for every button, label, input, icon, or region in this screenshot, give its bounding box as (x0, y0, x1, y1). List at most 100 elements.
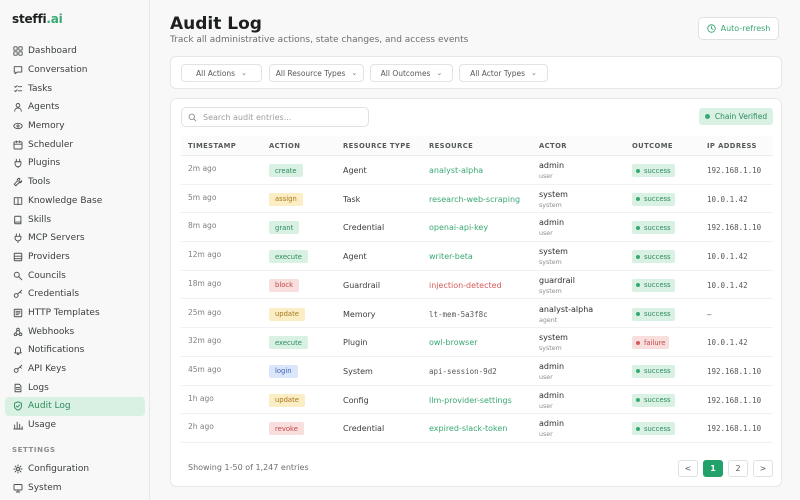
table-row[interactable]: 18m ago block Guardrail injection-detected g… (181, 271, 773, 300)
action-filter-select[interactable]: All Actions ⌄ (181, 64, 262, 82)
logs-icon (12, 382, 23, 393)
actor-type-filter-select[interactable]: All Actor Types ⌄ (459, 64, 548, 82)
chain-verified-badge: Chain Verified (699, 108, 773, 125)
timestamp-cell: 25m ago (188, 307, 222, 317)
sidebar-item-label: Logs (28, 382, 49, 393)
skills-icon (12, 214, 23, 225)
action-filter-label: All Actions (196, 68, 236, 78)
sidebar-item-conversation[interactable]: Conversation (5, 61, 145, 80)
sidebar-item-scheduler[interactable]: Scheduler (5, 135, 145, 154)
table-row[interactable]: 2h ago revoke Credential expired-slack-toke… (181, 414, 773, 443)
ip-address-cell: 192.168.1.10 (707, 223, 762, 233)
sidebar-item-label: Credentials (28, 289, 80, 300)
table-row[interactable]: 32m ago execute Plugin owl-browser system sys… (181, 328, 773, 357)
search-input[interactable] (203, 112, 363, 122)
sidebar-item-skills[interactable]: Skills (5, 210, 145, 229)
ip-address-cell: 192.168.1.10 (707, 166, 762, 175)
status-dot-icon (636, 225, 640, 230)
outcome-label: success (644, 367, 671, 376)
outcome-badge: success (632, 164, 675, 177)
monitor-icon (12, 483, 23, 494)
sidebar-item-label: Tools (28, 177, 51, 188)
outcome-badge: success (632, 192, 675, 206)
sidebar-item-knowledge-base[interactable]: Knowledge Base (5, 192, 145, 211)
scheduler-icon (12, 139, 23, 150)
resource-link[interactable]: openai-api-key (429, 223, 489, 233)
table-row[interactable]: 12m ago execute Agent writer-beta system syst… (181, 242, 773, 271)
next-page-button[interactable]: > (753, 460, 773, 477)
page-2-button[interactable]: 2 (728, 460, 748, 477)
sidebar-item-agents[interactable]: Agents (5, 98, 145, 117)
sidebar-item-notifications[interactable]: Notifications (5, 341, 145, 360)
col-header-timestamp[interactable]: TIMESTAMP (188, 142, 237, 150)
col-header-actor[interactable]: ACTOR (539, 142, 567, 150)
table-row[interactable]: 45m ago login System api-session-9d2 admin us… (181, 357, 773, 386)
sidebar-item-tasks[interactable]: Tasks (5, 79, 145, 98)
actor-type: user (539, 373, 553, 381)
resource-type-filter-select[interactable]: All Resource Types ⌄ (269, 64, 364, 82)
col-header-ip-address[interactable]: IP ADDRESS (707, 142, 757, 150)
table-row[interactable]: 25m ago update Memory lt-mem-5a3f8c analyst-… (181, 300, 773, 329)
tools-icon (12, 177, 23, 188)
actor-type: system (539, 259, 562, 267)
table-row[interactable]: 2m ago create Agent analyst-alpha admin user s… (181, 156, 773, 185)
resource-type-cell: System (343, 366, 373, 376)
actor-name: admin (539, 161, 565, 170)
search-box[interactable] (181, 107, 369, 127)
brand-logo[interactable]: steffi.ai (12, 12, 63, 26)
settings-item-configuration[interactable]: Configuration (5, 460, 145, 479)
ip-address-cell: 192.168.1.10 (707, 366, 762, 376)
resource-link[interactable]: analyst-alpha (429, 166, 484, 175)
sidebar-item-http-templates[interactable]: HTTP Templates (5, 304, 145, 323)
settings-section-label: SETTINGS (12, 446, 56, 454)
resource-type-filter-label: All Resource Types (275, 68, 346, 78)
table-row[interactable]: 1h ago update Config llm-provider-settings a… (181, 386, 773, 415)
resource-link[interactable]: injection-detected (429, 280, 502, 290)
sidebar-item-plugins[interactable]: Plugins (5, 154, 145, 173)
sidebar-item-label: HTTP Templates (28, 307, 100, 318)
outcome-filter-label: All Outcomes (380, 68, 431, 78)
outcome-filter-select[interactable]: All Outcomes ⌄ (370, 64, 453, 82)
memory-icon (12, 121, 23, 132)
prev-page-button[interactable]: < (678, 460, 698, 477)
col-header-outcome[interactable]: OUTCOME (632, 142, 673, 150)
resource-link[interactable]: llm-provider-settings (429, 395, 512, 405)
sidebar-item-audit-log[interactable]: Audit Log (5, 397, 145, 416)
resource-type-cell: Memory (343, 309, 376, 319)
outcome-badge: success (632, 422, 675, 436)
timestamp-cell: 5m ago (188, 192, 217, 202)
resource-link[interactable]: expired-slack-token (429, 424, 508, 434)
settings-item-system[interactable]: System (5, 479, 145, 498)
sidebar-item-logs[interactable]: Logs (5, 378, 145, 397)
councils-icon (12, 270, 23, 281)
sidebar-item-dashboard[interactable]: Dashboard (5, 42, 145, 61)
col-header-resource-type[interactable]: RESOURCE TYPE (343, 142, 411, 150)
ip-address-cell: 10.0.1.42 (707, 338, 748, 348)
sidebar-item-providers[interactable]: Providers (5, 248, 145, 267)
resource-link[interactable]: owl-browser (429, 338, 478, 348)
resource-link[interactable]: research-web-scraping (429, 194, 521, 204)
sidebar-item-api-keys[interactable]: API Keys (5, 360, 145, 379)
table-row[interactable]: 5m ago assign Task research-web-scraping sys… (181, 185, 773, 214)
table-row[interactable]: 8m ago grant Credential openai-api-key admin… (181, 213, 773, 243)
sidebar-item-tools[interactable]: Tools (5, 173, 145, 192)
resource-link[interactable]: writer-beta (429, 252, 473, 262)
sidebar-item-councils[interactable]: Councils (5, 266, 145, 285)
sidebar-item-mcp-servers[interactable]: MCP Servers (5, 229, 145, 248)
sidebar-item-memory[interactable]: Memory (5, 117, 145, 136)
sidebar-item-credentials[interactable]: Credentials (5, 285, 145, 304)
auto-refresh-button[interactable]: Auto-refresh (698, 17, 779, 40)
page-1-button[interactable]: 1 (703, 460, 723, 477)
col-header-action[interactable]: ACTION (269, 142, 301, 150)
dashboard-icon (12, 46, 23, 57)
col-header-resource[interactable]: RESOURCE (429, 142, 474, 150)
sidebar-item-usage[interactable]: Usage (5, 416, 145, 435)
outcome-label: success (644, 396, 671, 405)
action-badge: update (269, 393, 305, 407)
resource-type-cell: Config (343, 395, 369, 405)
sidebar-item-webhooks[interactable]: Webhooks (5, 322, 145, 341)
actor-name: admin (539, 218, 565, 228)
ip-address-cell: 10.0.1.42 (707, 280, 748, 290)
template-icon (12, 307, 23, 318)
sidebar-item-label: Providers (28, 251, 70, 262)
